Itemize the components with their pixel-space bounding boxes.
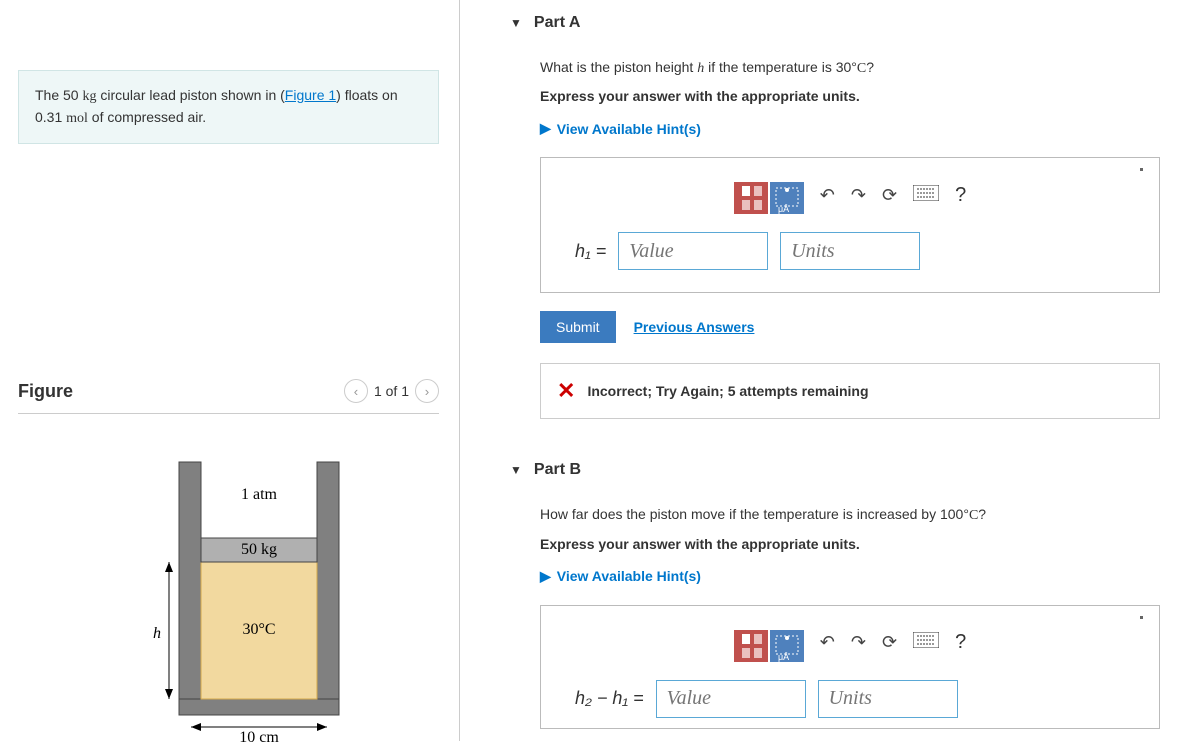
piston-figure: 1 atm 50 kg 30°C 10 cm h [89, 444, 369, 744]
help-icon[interactable]: ? [955, 631, 966, 654]
temp-label: 30°C [242, 621, 275, 638]
part-a-answer-box: μÅ ↶ ↷ ⟳ ? h₁ = [540, 157, 1160, 293]
undo-icon[interactable]: ↶ [820, 185, 835, 206]
problem-text-3: ) floats on [336, 87, 397, 103]
figure-page-text: 1 of 1 [374, 383, 409, 399]
svg-text:μÅ: μÅ [778, 652, 789, 662]
redo-icon[interactable]: ↷ [851, 632, 866, 653]
part-b-label: Part B [534, 461, 581, 479]
mass-unit: kg [82, 89, 96, 104]
width-label: 10 cm [239, 729, 279, 744]
h-label: h [153, 625, 161, 642]
part-b-instruction: Express your answer with the appropriate… [540, 536, 1160, 552]
part-b-units-input[interactable] [818, 680, 958, 718]
problem-statement: The 50 kg circular lead piston shown in … [18, 70, 439, 144]
problem-text-4: of compressed air. [88, 109, 206, 125]
part-a-submit-row: Submit Previous Answers [540, 311, 1160, 343]
part-a-question: What is the piston height h if the tempe… [540, 56, 1160, 80]
hints-label: View Available Hint(s) [557, 568, 701, 584]
right-wall [317, 462, 339, 712]
menu-dot-icon[interactable] [1140, 616, 1143, 619]
part-a-feedback: ✕ Incorrect; Try Again; 5 attempts remai… [540, 363, 1160, 419]
part-b-hints-link[interactable]: ▶ View Available Hint(s) [540, 568, 1160, 585]
reset-icon[interactable]: ⟳ [882, 632, 897, 653]
previous-answers-link[interactable]: Previous Answers [634, 319, 755, 335]
h-arrow-up [165, 562, 173, 572]
part-b-inputs: h₂ − h₁ = [575, 680, 1125, 718]
part-a-value-input[interactable] [618, 232, 768, 270]
submit-button[interactable]: Submit [540, 311, 616, 343]
part-b-var-label: h₂ − h₁ = [575, 688, 644, 709]
part-a-label: Part A [534, 14, 581, 32]
feedback-text: Incorrect; Try Again; 5 attempts remaini… [587, 383, 868, 399]
part-a-inputs: h₁ = [575, 232, 1125, 270]
right-column: ▼ Part A What is the piston height h if … [460, 0, 1200, 741]
part-a-content: What is the piston height h if the tempe… [510, 56, 1160, 419]
pressure-label: 1 atm [241, 486, 278, 503]
help-icon[interactable]: ? [955, 184, 966, 207]
w-arrow-right [317, 723, 327, 731]
mass-value: 50 [63, 87, 79, 103]
caret-right-icon: ▶ [540, 120, 551, 137]
figure-prev-button[interactable]: ‹ [344, 379, 368, 403]
keyboard-icon[interactable] [913, 185, 939, 206]
figure-header: Figure ‹ 1 of 1 › [18, 379, 439, 414]
mass-label: 50 kg [241, 541, 277, 558]
part-b-header[interactable]: ▼ Part B [510, 447, 1160, 493]
problem-text-1: The [35, 87, 63, 103]
left-wall [179, 462, 201, 712]
caret-down-icon: ▼ [510, 463, 522, 477]
reset-icon[interactable]: ⟳ [882, 185, 897, 206]
mole-unit: mol [66, 111, 88, 126]
part-a-toolbar: μÅ ↶ ↷ ⟳ ? [575, 176, 1125, 214]
figure-body: 1 atm 50 kg 30°C 10 cm h [18, 444, 439, 744]
hints-label: View Available Hint(s) [557, 121, 701, 137]
part-a-instruction: Express your answer with the appropriate… [540, 88, 1160, 104]
part-b-toolbar: μÅ ↶ ↷ ⟳ ? [575, 624, 1125, 662]
incorrect-icon: ✕ [557, 378, 575, 404]
redo-icon[interactable]: ↷ [851, 185, 866, 206]
mole-value: 0.31 [35, 109, 62, 125]
figure-link[interactable]: Figure 1 [285, 87, 336, 103]
templates-button[interactable]: μÅ [734, 624, 804, 662]
h-arrow-down [165, 689, 173, 699]
bottom-wall [179, 699, 339, 715]
left-column: The 50 kg circular lead piston shown in … [0, 0, 460, 741]
figure-title: Figure [18, 381, 73, 402]
part-b-value-input[interactable] [656, 680, 806, 718]
part-a-hints-link[interactable]: ▶ View Available Hint(s) [540, 120, 1160, 137]
svg-text:μÅ: μÅ [778, 204, 789, 214]
figure-pager: ‹ 1 of 1 › [344, 379, 439, 403]
part-a-units-input[interactable] [780, 232, 920, 270]
w-arrow-left [191, 723, 201, 731]
part-b-content: How far does the piston move if the temp… [510, 503, 1160, 728]
caret-right-icon: ▶ [540, 568, 551, 585]
templates-button[interactable]: μÅ [734, 176, 804, 214]
part-a-var-label: h₁ = [575, 241, 606, 262]
part-b-answer-box: μÅ ↶ ↷ ⟳ ? h₂ − h₁ = [540, 605, 1160, 729]
keyboard-icon[interactable] [913, 632, 939, 653]
part-b-question: How far does the piston move if the temp… [540, 503, 1160, 527]
undo-icon[interactable]: ↶ [820, 632, 835, 653]
part-a-header[interactable]: ▼ Part A [510, 0, 1160, 46]
caret-down-icon: ▼ [510, 16, 522, 30]
figure-next-button[interactable]: › [415, 379, 439, 403]
menu-dot-icon[interactable] [1140, 168, 1143, 171]
problem-text-2: circular lead piston shown in ( [96, 87, 284, 103]
